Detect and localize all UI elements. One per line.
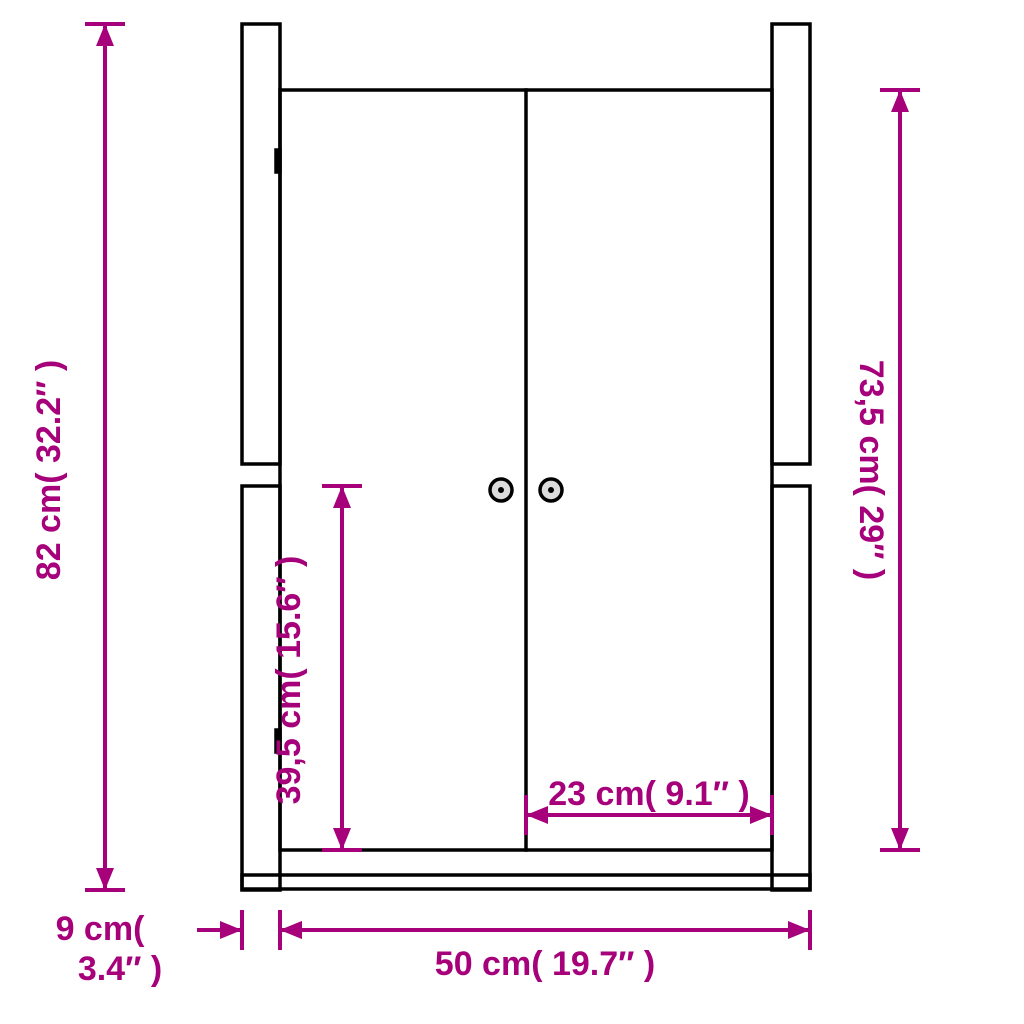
arrowhead bbox=[280, 921, 302, 939]
cabinet-drawing bbox=[242, 24, 810, 890]
arrowhead bbox=[96, 24, 114, 46]
dim-depth-label-2: 3.4″ ) bbox=[78, 950, 162, 988]
hinge bbox=[276, 150, 280, 172]
dim-width-full-label: 50 cm( 19.7″ ) bbox=[435, 945, 655, 983]
arrowhead bbox=[220, 921, 242, 939]
arrowhead bbox=[891, 828, 909, 850]
dim-height-inner-label: 39,5 cm( 15.6″ ) bbox=[270, 556, 308, 805]
dim-depth-label-1: 9 cm( bbox=[56, 910, 145, 948]
arrowhead bbox=[750, 806, 772, 824]
dim-height-full-label: 82 cm( 32.2″ ) bbox=[30, 360, 68, 580]
arrowhead bbox=[788, 921, 810, 939]
arrowhead bbox=[526, 806, 548, 824]
arrowhead bbox=[96, 868, 114, 890]
bottom-shelf bbox=[242, 875, 810, 889]
dim-width-inner-label: 23 cm( 9.1″ ) bbox=[548, 775, 750, 813]
dim-height-right-label: 73,5 cm( 29″ ) bbox=[852, 360, 890, 580]
arrowhead bbox=[891, 90, 909, 112]
arrowhead bbox=[333, 486, 351, 508]
dimensions: 82 cm( 32.2″ ) 73,5 cm( 29″ ) 39,5 cm( 15.… bbox=[0, 0, 920, 988]
arrowhead bbox=[333, 828, 351, 850]
